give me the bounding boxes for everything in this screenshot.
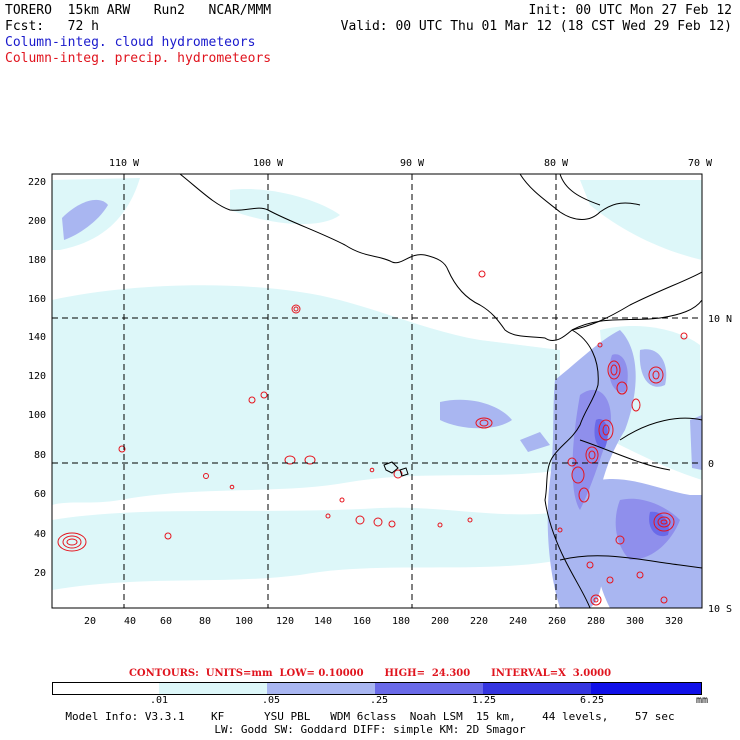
lat-label: 0 (708, 459, 714, 470)
lat-label: 10 S (708, 604, 732, 615)
x-tick: 180 (392, 616, 410, 627)
color-bar-label: .05 (262, 695, 281, 706)
x-tick: 100 (235, 616, 253, 627)
contours-info: CONTOURS: UNITS=mm LOW= 0.10000 HIGH= 24… (128, 668, 612, 679)
color-bar-label: 1.25 (472, 695, 497, 706)
color-bar-segment (159, 683, 267, 694)
valid-time: Valid: 00 UTC Thu 01 Mar 12 (18 CST Wed … (340, 19, 732, 34)
x-tick: 60 (160, 616, 172, 627)
map-frame (51, 173, 703, 609)
color-bar-segment (591, 683, 701, 694)
field-precip-label: Column-integ. precip. hydrometeors (5, 51, 272, 66)
x-tick: 20 (84, 616, 96, 627)
model-info-line1: Model Info: V3.3.1 KF YSU PBL WDM 6class… (65, 710, 675, 723)
model-title: TORERO 15km ARW Run2 NCAR/MMM (5, 3, 272, 18)
color-bar-units: mm (696, 695, 709, 706)
x-tick: 120 (276, 616, 294, 627)
y-tick: 180 (28, 255, 46, 266)
x-tick: 320 (665, 616, 683, 627)
field-cloud-label: Column-integ. cloud hydrometeors (5, 35, 256, 50)
init-time: Init: 00 UTC Mon 27 Feb 12 (528, 3, 733, 18)
lon-label: 90 W (400, 158, 425, 169)
y-tick: 20 (34, 568, 46, 579)
hydrometeor-shading (52, 174, 702, 608)
color-bar-segment (53, 683, 159, 694)
color-bar-label: 6.25 (580, 695, 605, 706)
lon-label: 70 W (688, 158, 713, 169)
lon-label: 110 W (109, 158, 140, 169)
y-tick: 120 (28, 371, 46, 382)
color-bar-segment (375, 683, 483, 694)
lon-label: 100 W (253, 158, 284, 169)
model-info-line2: LW: Godd SW: Goddard DIFF: simple KM: 2D… (214, 723, 526, 736)
color-bar-segment (267, 683, 375, 694)
x-tick: 280 (587, 616, 605, 627)
y-tick: 40 (34, 529, 46, 540)
x-tick: 240 (509, 616, 527, 627)
y-tick: 100 (28, 410, 46, 421)
x-tick: 300 (626, 616, 644, 627)
y-tick: 80 (34, 450, 46, 461)
x-tick: 220 (470, 616, 488, 627)
color-bar-label: .01 (150, 695, 169, 706)
color-bar (52, 682, 702, 695)
lon-label: 80 W (544, 158, 569, 169)
color-bar-segment (483, 683, 591, 694)
y-tick: 220 (28, 177, 46, 188)
y-tick: 200 (28, 216, 46, 227)
y-tick: 60 (34, 489, 46, 500)
x-tick: 160 (353, 616, 371, 627)
x-tick: 40 (124, 616, 136, 627)
lat-label: 10 N (708, 314, 732, 325)
x-tick: 200 (431, 616, 449, 627)
y-tick: 160 (28, 294, 46, 305)
x-tick: 80 (199, 616, 211, 627)
forecast-hour: Fcst: 72 h (5, 19, 99, 34)
color-bar-label: .25 (370, 695, 389, 706)
x-tick: 140 (314, 616, 332, 627)
x-tick: 260 (548, 616, 566, 627)
y-tick: 140 (28, 332, 46, 343)
